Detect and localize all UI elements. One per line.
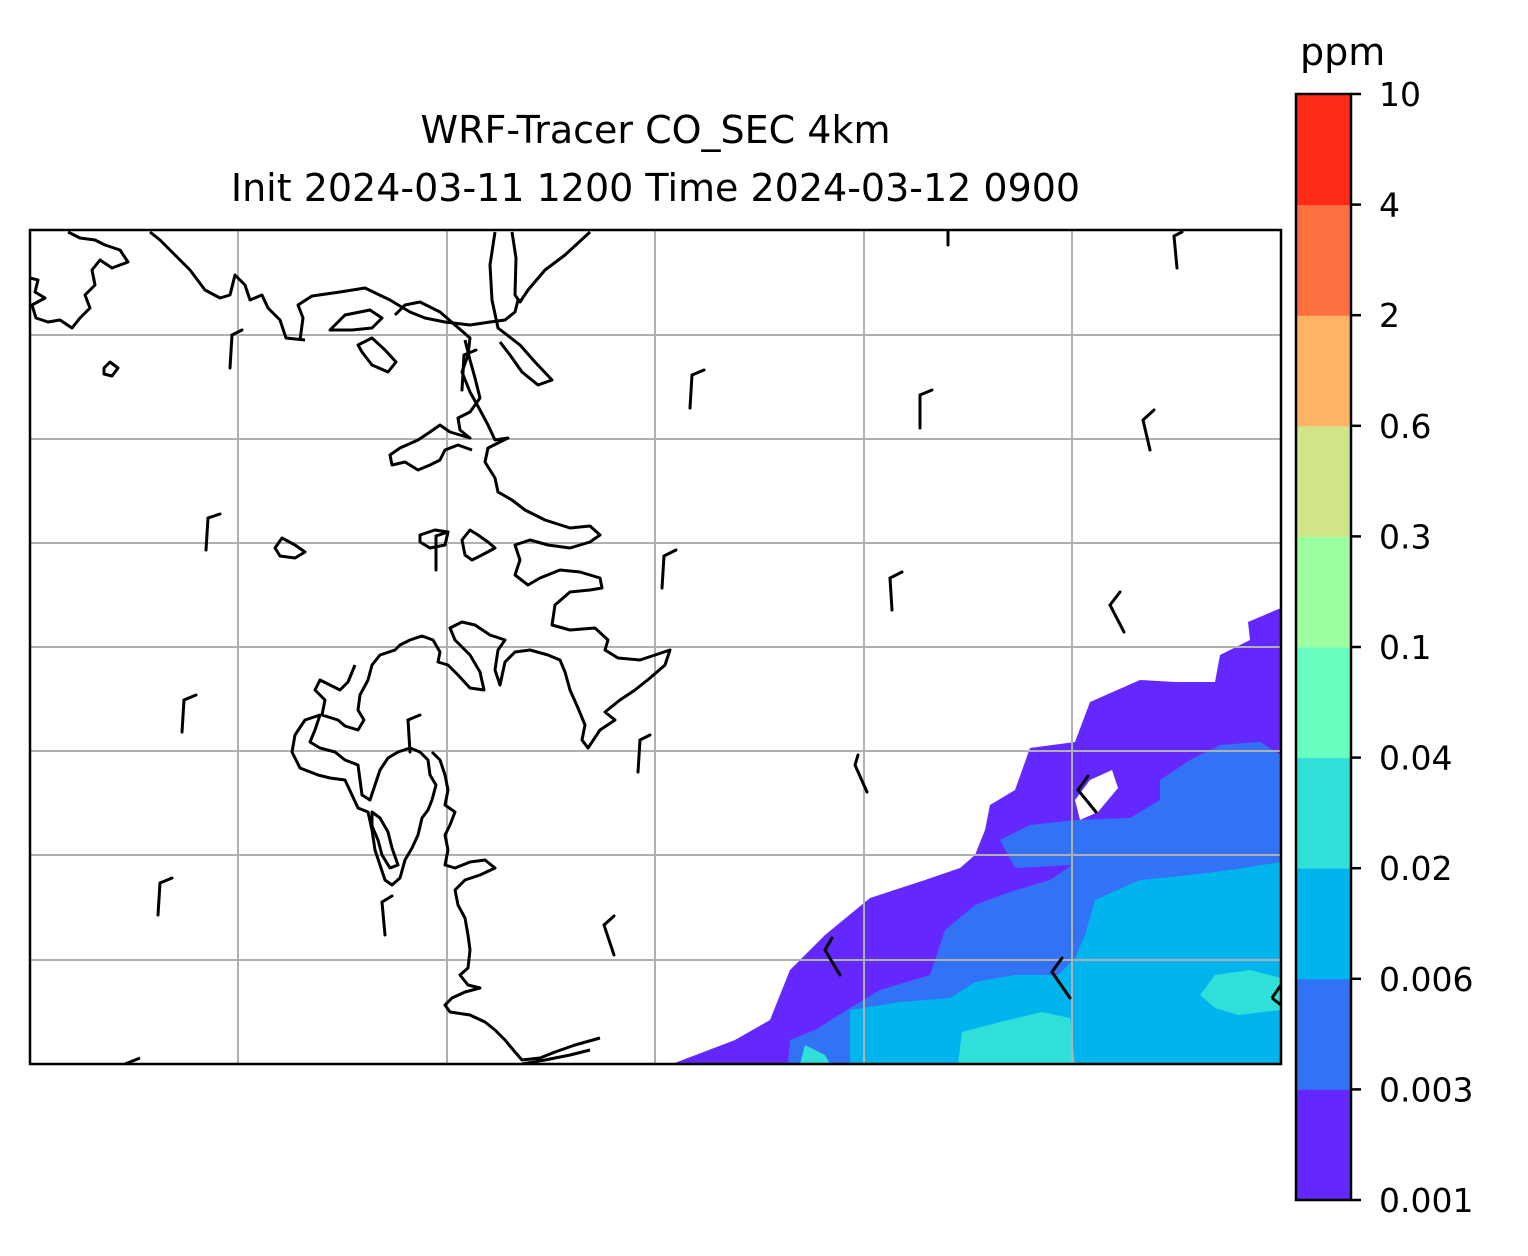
chart-title-line-2: Init 2024-03-11 1200 Time 2024-03-12 090… [230, 166, 1081, 210]
colorbar-tick-label: 0.006 [1379, 960, 1473, 999]
wind-barb [823, 936, 842, 977]
contour-gap [1075, 770, 1118, 820]
colorbar-tick-label: 4 [1379, 186, 1400, 225]
colorbar-segment [1296, 204, 1351, 316]
colorbar-segment [1296, 757, 1351, 869]
colorbar-tick-label: 0.001 [1379, 1181, 1473, 1220]
wind-barb [888, 570, 904, 612]
wind-barb [918, 388, 934, 430]
wind-barb [1108, 590, 1126, 634]
coastline-bay-main [313, 300, 672, 750]
colorbar-segment [1296, 868, 1351, 980]
coastline-river [488, 230, 592, 387]
contour-fill-0.02-east [1200, 970, 1281, 1015]
wind-barb [1076, 774, 1098, 814]
wind-barb [406, 713, 422, 754]
wind-barb [180, 693, 198, 734]
colorbar-tick-label: 2 [1379, 296, 1400, 335]
map-gridlines [30, 230, 1281, 1064]
wind-barb [380, 894, 394, 937]
coastline-island-mid-2 [460, 528, 497, 562]
colorbar-segment [1296, 647, 1351, 759]
coastline-east-edge [1270, 984, 1281, 1007]
coastline-layer [30, 230, 1281, 1064]
colorbar: 0.001 0.003 0.006 0.02 0.04 0.1 0.3 0.6 2 4 10 [1294, 75, 1473, 1220]
wind-barb [460, 348, 478, 392]
contour-fill-0.02-small [800, 1045, 830, 1064]
coastline-east-shore [430, 750, 601, 1064]
contour-fill-0.006 [850, 862, 1281, 1064]
coastline-north-1 [149, 230, 306, 342]
wind-barb [602, 914, 616, 957]
coastline-northwest [30, 230, 130, 330]
contour-fill-0.02 [958, 1012, 1075, 1064]
colorbar-segment [1296, 94, 1351, 206]
colorbar-tick-label: 0.02 [1379, 849, 1452, 888]
colorbar-tick-label: 0.04 [1379, 739, 1452, 778]
colorbar-tick-label: 10 [1379, 75, 1421, 114]
wind-barb [636, 733, 652, 774]
wind-barb [1172, 230, 1184, 270]
map-panel [28, 228, 1283, 1066]
wind-barb [1141, 408, 1156, 452]
colorbar-segment [1296, 315, 1351, 427]
colorbar-tick-label: 0.6 [1379, 407, 1431, 446]
coastline-island-mid [418, 528, 450, 550]
map-frame [28, 228, 1283, 1066]
colorbar-unit-label: ppm [1300, 30, 1386, 74]
wind-barb [853, 753, 869, 794]
colorbar-tick-label: 0.1 [1379, 628, 1431, 667]
wind-barb-layer [156, 230, 1184, 1000]
wind-barb [228, 328, 244, 370]
colorbar-segment [1296, 978, 1351, 1090]
chart-title-line-1: WRF-Tracer CO_SEC 4km [420, 108, 891, 152]
coastline-north-2 [296, 286, 520, 341]
wind-barb [660, 548, 678, 590]
coastline-island-north [328, 308, 384, 332]
wind-barb [1050, 956, 1072, 1000]
colorbar-tick-label: 0.3 [1379, 517, 1431, 556]
wind-barb [688, 368, 706, 410]
wind-barb [204, 512, 222, 552]
wind-barb [434, 530, 450, 572]
colorbar-segment [1296, 425, 1351, 537]
coastline-peninsula [290, 713, 438, 887]
coastline-island-west [273, 536, 307, 560]
wind-barb [156, 876, 174, 917]
coastline-inlet-north [356, 336, 398, 374]
coastline-islet [102, 360, 120, 378]
coastline-bay-inner [388, 339, 482, 472]
colorbar-segment [1296, 1089, 1351, 1201]
colorbar-segment [1296, 536, 1351, 648]
coastline-island-south [370, 810, 400, 870]
colorbar-tick-label: 0.003 [1379, 1070, 1473, 1109]
